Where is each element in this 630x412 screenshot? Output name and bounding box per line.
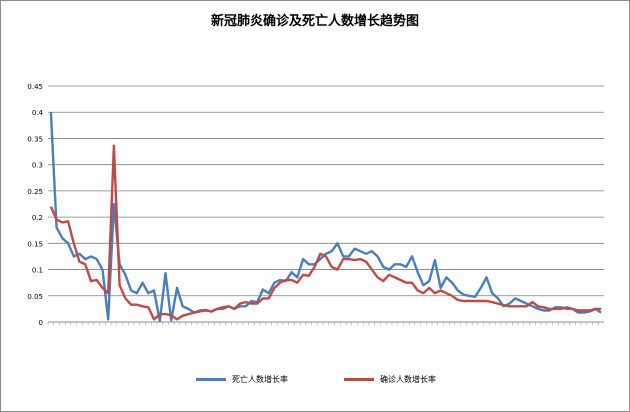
x-axis-ticks bbox=[47, 322, 599, 325]
series-line-confirmed bbox=[49, 144, 602, 321]
y-tick-label: 0.3 bbox=[32, 162, 43, 170]
y-tick-label: 0.1 bbox=[32, 267, 43, 275]
y-tick-label: 0.15 bbox=[27, 240, 43, 248]
legend-swatch-confirmed bbox=[344, 378, 374, 381]
legend-item-deaths: 死亡人数增长率 bbox=[196, 374, 288, 385]
y-tick-label: 0.25 bbox=[27, 188, 43, 196]
y-tick-label: 0.2 bbox=[32, 214, 43, 222]
y-axis-ticks: 0 0.05 0.1 0.15 0.2 0.25 0.3 0.35 0.4 0.45 bbox=[27, 83, 43, 327]
legend-swatch-deaths bbox=[196, 378, 226, 381]
legend-label-confirmed: 确诊人数增长率 bbox=[380, 375, 436, 384]
y-tick-label: 0 bbox=[39, 319, 43, 327]
legend-label-deaths: 死亡人数增长率 bbox=[232, 375, 288, 384]
y-tick-label: 0.45 bbox=[27, 83, 43, 91]
series-lines bbox=[49, 112, 602, 323]
y-tick-label: 0.05 bbox=[27, 293, 43, 301]
y-tick-label: 0.4 bbox=[32, 109, 44, 117]
gridlines bbox=[48, 85, 604, 323]
y-tick-label: 0.35 bbox=[27, 135, 43, 143]
chart-title: 新冠肺炎确诊及死亡人数增长趋势图 bbox=[210, 14, 419, 29]
legend-item-confirmed: 确诊人数增长率 bbox=[344, 374, 436, 385]
series-line-deaths bbox=[49, 112, 602, 323]
